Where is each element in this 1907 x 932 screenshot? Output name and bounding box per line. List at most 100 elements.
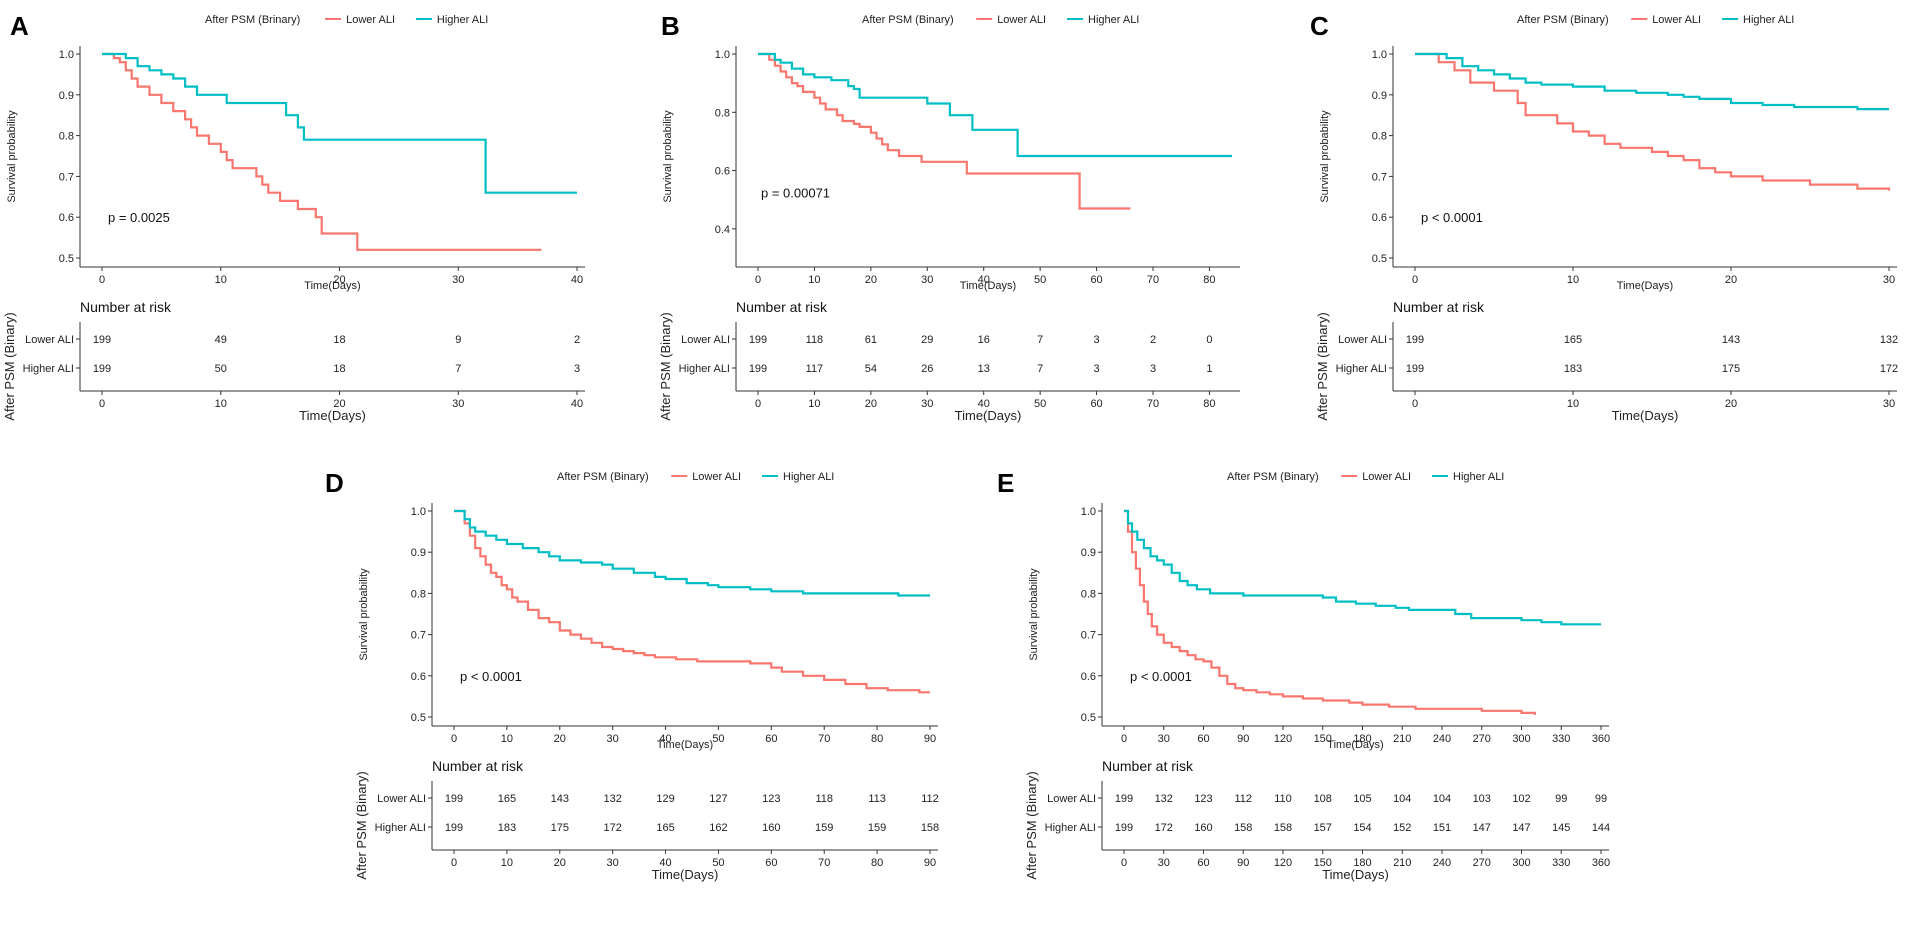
x-tick-label: 40 (659, 733, 671, 745)
risk-x-tick-label: 60 (1090, 398, 1102, 410)
x-tick-label: 30 (921, 274, 933, 286)
risk-count: 172 (1155, 822, 1173, 834)
x-tick-label: 60 (1090, 274, 1102, 286)
risk-count: 147 (1473, 822, 1491, 834)
x-tick-label: 20 (1725, 274, 1737, 286)
panel-label: D (325, 468, 344, 498)
risk-x-tick-label: 270 (1473, 857, 1491, 869)
x-tick-label: 10 (501, 733, 513, 745)
risk-count: 105 (1353, 793, 1371, 805)
risk-count: 3 (1094, 363, 1100, 375)
risk-x-tick-label: 240 (1433, 857, 1451, 869)
panel-b: B After PSM (Binary) Lower ALI Higher ALI 0.… (658, 11, 1240, 423)
risk-count: 144 (1592, 822, 1610, 834)
survival-curve-lower-ali (102, 52, 542, 251)
y-tick-label: 0.8 (411, 588, 426, 600)
x-tick-label: 70 (818, 733, 830, 745)
risk-count: 9 (455, 334, 461, 346)
y-tick-label: 1.0 (715, 49, 730, 61)
survival-curve-lower-ali (1124, 509, 1536, 715)
panel-label: E (997, 468, 1014, 498)
risk-count: 154 (1353, 822, 1371, 834)
plot-axes (431, 503, 938, 727)
risk-count: 143 (551, 793, 569, 805)
legend-label-lower: Lower ALI (346, 14, 395, 26)
risk-y-axis-title: After PSM (Binary) (1024, 771, 1039, 879)
x-tick-label: 150 (1314, 733, 1332, 745)
x-tick-label: 30 (452, 274, 464, 286)
risk-count: 99 (1555, 793, 1567, 805)
risk-x-tick-label: 20 (1725, 398, 1737, 410)
legend-label-lower: Lower ALI (1362, 471, 1411, 483)
panel-d: D After PSM (Binary) Lower ALI Higher ALI 0.… (325, 468, 939, 882)
risk-x-tick-label: 30 (1883, 398, 1895, 410)
risk-count: 132 (603, 793, 621, 805)
y-axis-title: Survival probability (1319, 110, 1331, 203)
y-tick-label: 1.0 (1081, 506, 1096, 518)
p-value: p < 0.0001 (460, 669, 522, 684)
risk-count: 165 (656, 822, 674, 834)
x-tick-label: 80 (1203, 274, 1215, 286)
risk-x-tick-label: 30 (921, 398, 933, 410)
y-tick-label: 0.7 (411, 630, 426, 642)
x-tick-label: 330 (1552, 733, 1570, 745)
p-value: p < 0.0001 (1421, 210, 1483, 225)
survival-curve-lower-ali (758, 52, 1131, 210)
y-tick-label: 1.0 (59, 49, 74, 61)
x-axis-title: Time(Days) (1617, 280, 1673, 292)
y-tick-label: 0.9 (411, 547, 426, 559)
risk-count: 123 (1194, 793, 1212, 805)
x-tick-label: 20 (554, 733, 566, 745)
y-tick-label: 0.5 (1372, 253, 1387, 265)
risk-count: 147 (1512, 822, 1530, 834)
survival-curve-higher-ali (102, 52, 577, 194)
risk-x-tick-label: 0 (755, 398, 761, 410)
risk-table-title: Number at risk (80, 299, 172, 315)
x-tick-label: 40 (978, 274, 990, 286)
risk-y-axis-title: After PSM (Binary) (2, 312, 17, 420)
x-tick-label: 60 (765, 733, 777, 745)
legend-title: After PSM (Binary) (1227, 471, 1319, 483)
risk-count: 132 (1155, 793, 1173, 805)
risk-count: 3 (574, 363, 580, 375)
risk-x-tick-label: 120 (1274, 857, 1292, 869)
plot-axes (1392, 46, 1897, 268)
y-tick-label: 0.8 (715, 107, 730, 119)
x-tick-label: 0 (1412, 274, 1418, 286)
risk-count: 50 (215, 363, 227, 375)
risk-count: 26 (921, 363, 933, 375)
survival-curve-higher-ali (1124, 509, 1601, 626)
risk-count: 1 (1206, 363, 1212, 375)
risk-x-tick-label: 10 (1567, 398, 1579, 410)
risk-count: 175 (1722, 363, 1740, 375)
risk-x-tick-label: 40 (659, 857, 671, 869)
risk-x-axis-title: Time(Days) (1612, 408, 1679, 423)
survival-curve-higher-ali (1415, 52, 1889, 111)
risk-count: 103 (1473, 793, 1491, 805)
risk-count: 110 (1274, 793, 1292, 805)
panel-e: E After PSM (Binary) Lower ALI Higher ALI 0.… (997, 468, 1610, 882)
y-tick-label: 0.6 (715, 166, 730, 178)
x-tick-label: 10 (1567, 274, 1579, 286)
plot-axes (79, 46, 585, 268)
risk-row-label-higher: Higher ALI (1336, 363, 1387, 375)
x-tick-label: 10 (808, 274, 820, 286)
p-value: p = 0.00071 (761, 186, 830, 201)
legend-label-higher: Higher ALI (437, 14, 488, 26)
risk-count: 132 (1880, 334, 1898, 346)
survival-curve-lower-ali (454, 509, 930, 694)
risk-count: 54 (865, 363, 877, 375)
risk-count: 199 (1115, 793, 1133, 805)
risk-count: 61 (865, 334, 877, 346)
y-tick-label: 1.0 (411, 506, 426, 518)
y-tick-label: 0.6 (1081, 671, 1096, 683)
risk-y-axis-title: After PSM (Binary) (354, 771, 369, 879)
risk-count: 183 (1564, 363, 1582, 375)
y-tick-label: 0.5 (59, 253, 74, 265)
risk-x-tick-label: 70 (1147, 398, 1159, 410)
risk-x-tick-label: 180 (1353, 857, 1371, 869)
panel-label: C (1310, 11, 1329, 41)
risk-x-tick-label: 40 (571, 398, 583, 410)
risk-table: Number at risk Lower ALI 199 165 143 132 129 12… (354, 758, 939, 882)
